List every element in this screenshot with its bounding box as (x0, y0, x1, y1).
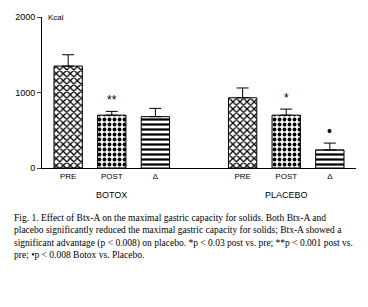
svg-text:Kcal: Kcal (48, 13, 64, 22)
svg-text:•: • (327, 123, 332, 139)
svg-text:**: ** (107, 93, 117, 107)
svg-text:*: * (284, 91, 289, 105)
svg-text:POST: POST (275, 172, 297, 181)
svg-text:0: 0 (30, 163, 35, 173)
svg-text:POST: POST (101, 172, 123, 181)
svg-text:Δ: Δ (327, 172, 333, 181)
svg-text:2000: 2000 (15, 12, 35, 22)
svg-text:BOTOX: BOTOX (96, 190, 127, 200)
svg-text:Δ: Δ (153, 172, 159, 181)
html-text:Fig. 1. Effect of Btx-A on the: Fig. 1. Effect of Btx-A on the maximal g… (14, 213, 353, 260)
svg-text:1000: 1000 (15, 88, 35, 98)
svg-text:PLACEBO: PLACEBO (265, 190, 308, 200)
svg-text:PRE: PRE (60, 172, 76, 181)
svg-text:PRE: PRE (234, 172, 250, 181)
